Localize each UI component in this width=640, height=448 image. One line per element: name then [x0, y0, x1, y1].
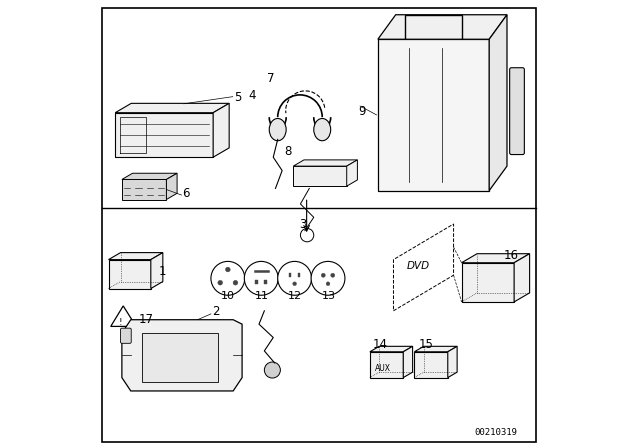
Polygon shape [122, 180, 166, 199]
Text: 6: 6 [182, 187, 190, 200]
Polygon shape [122, 320, 242, 391]
Polygon shape [403, 346, 413, 378]
Circle shape [225, 267, 230, 272]
Text: 4: 4 [249, 89, 256, 102]
Polygon shape [166, 173, 177, 199]
Text: 12: 12 [288, 291, 302, 301]
FancyBboxPatch shape [255, 280, 258, 284]
Circle shape [311, 261, 345, 295]
Text: 7: 7 [267, 72, 274, 85]
Circle shape [278, 261, 312, 295]
Circle shape [292, 282, 296, 285]
Circle shape [300, 228, 314, 242]
Circle shape [244, 261, 278, 295]
Text: 2: 2 [212, 305, 220, 318]
FancyBboxPatch shape [120, 328, 131, 343]
Ellipse shape [314, 118, 331, 141]
Polygon shape [151, 253, 163, 289]
Ellipse shape [269, 118, 286, 141]
Circle shape [321, 273, 325, 277]
Text: 14: 14 [372, 338, 388, 351]
Polygon shape [414, 346, 457, 352]
Circle shape [331, 273, 335, 277]
Polygon shape [514, 254, 530, 302]
Text: 00210319: 00210319 [474, 428, 517, 437]
Polygon shape [213, 103, 229, 157]
Polygon shape [394, 224, 454, 311]
Polygon shape [293, 166, 347, 186]
Text: 17: 17 [139, 313, 154, 326]
Text: 13: 13 [321, 291, 335, 301]
Circle shape [233, 280, 238, 285]
Text: 10: 10 [221, 291, 235, 301]
Text: !: ! [119, 318, 122, 327]
Polygon shape [109, 253, 163, 260]
Text: AUX: AUX [375, 364, 391, 373]
Polygon shape [115, 103, 229, 113]
Polygon shape [461, 254, 530, 263]
Polygon shape [122, 173, 177, 180]
Text: 15: 15 [419, 338, 434, 351]
FancyBboxPatch shape [264, 280, 268, 284]
Polygon shape [370, 346, 413, 352]
Text: DVD: DVD [407, 262, 430, 271]
Circle shape [211, 261, 244, 295]
FancyBboxPatch shape [142, 333, 218, 382]
Text: 3: 3 [300, 219, 307, 232]
Polygon shape [414, 352, 448, 378]
Polygon shape [111, 306, 136, 327]
Circle shape [218, 280, 223, 285]
Text: 11: 11 [255, 291, 269, 301]
Text: 16: 16 [504, 249, 518, 262]
Polygon shape [370, 352, 403, 378]
Polygon shape [461, 263, 514, 302]
Polygon shape [347, 160, 357, 186]
Polygon shape [293, 160, 357, 166]
Circle shape [264, 362, 280, 378]
Polygon shape [109, 260, 151, 289]
Text: 9: 9 [358, 105, 365, 118]
Text: 8: 8 [284, 146, 292, 159]
Text: 1: 1 [158, 265, 166, 278]
Circle shape [326, 282, 330, 285]
Polygon shape [115, 113, 213, 157]
FancyBboxPatch shape [289, 272, 291, 277]
Polygon shape [378, 39, 489, 190]
FancyBboxPatch shape [102, 8, 536, 442]
FancyBboxPatch shape [298, 272, 300, 277]
Polygon shape [448, 346, 457, 378]
Polygon shape [378, 15, 507, 39]
Polygon shape [489, 15, 507, 190]
FancyBboxPatch shape [509, 68, 524, 155]
Text: 5: 5 [234, 91, 241, 104]
